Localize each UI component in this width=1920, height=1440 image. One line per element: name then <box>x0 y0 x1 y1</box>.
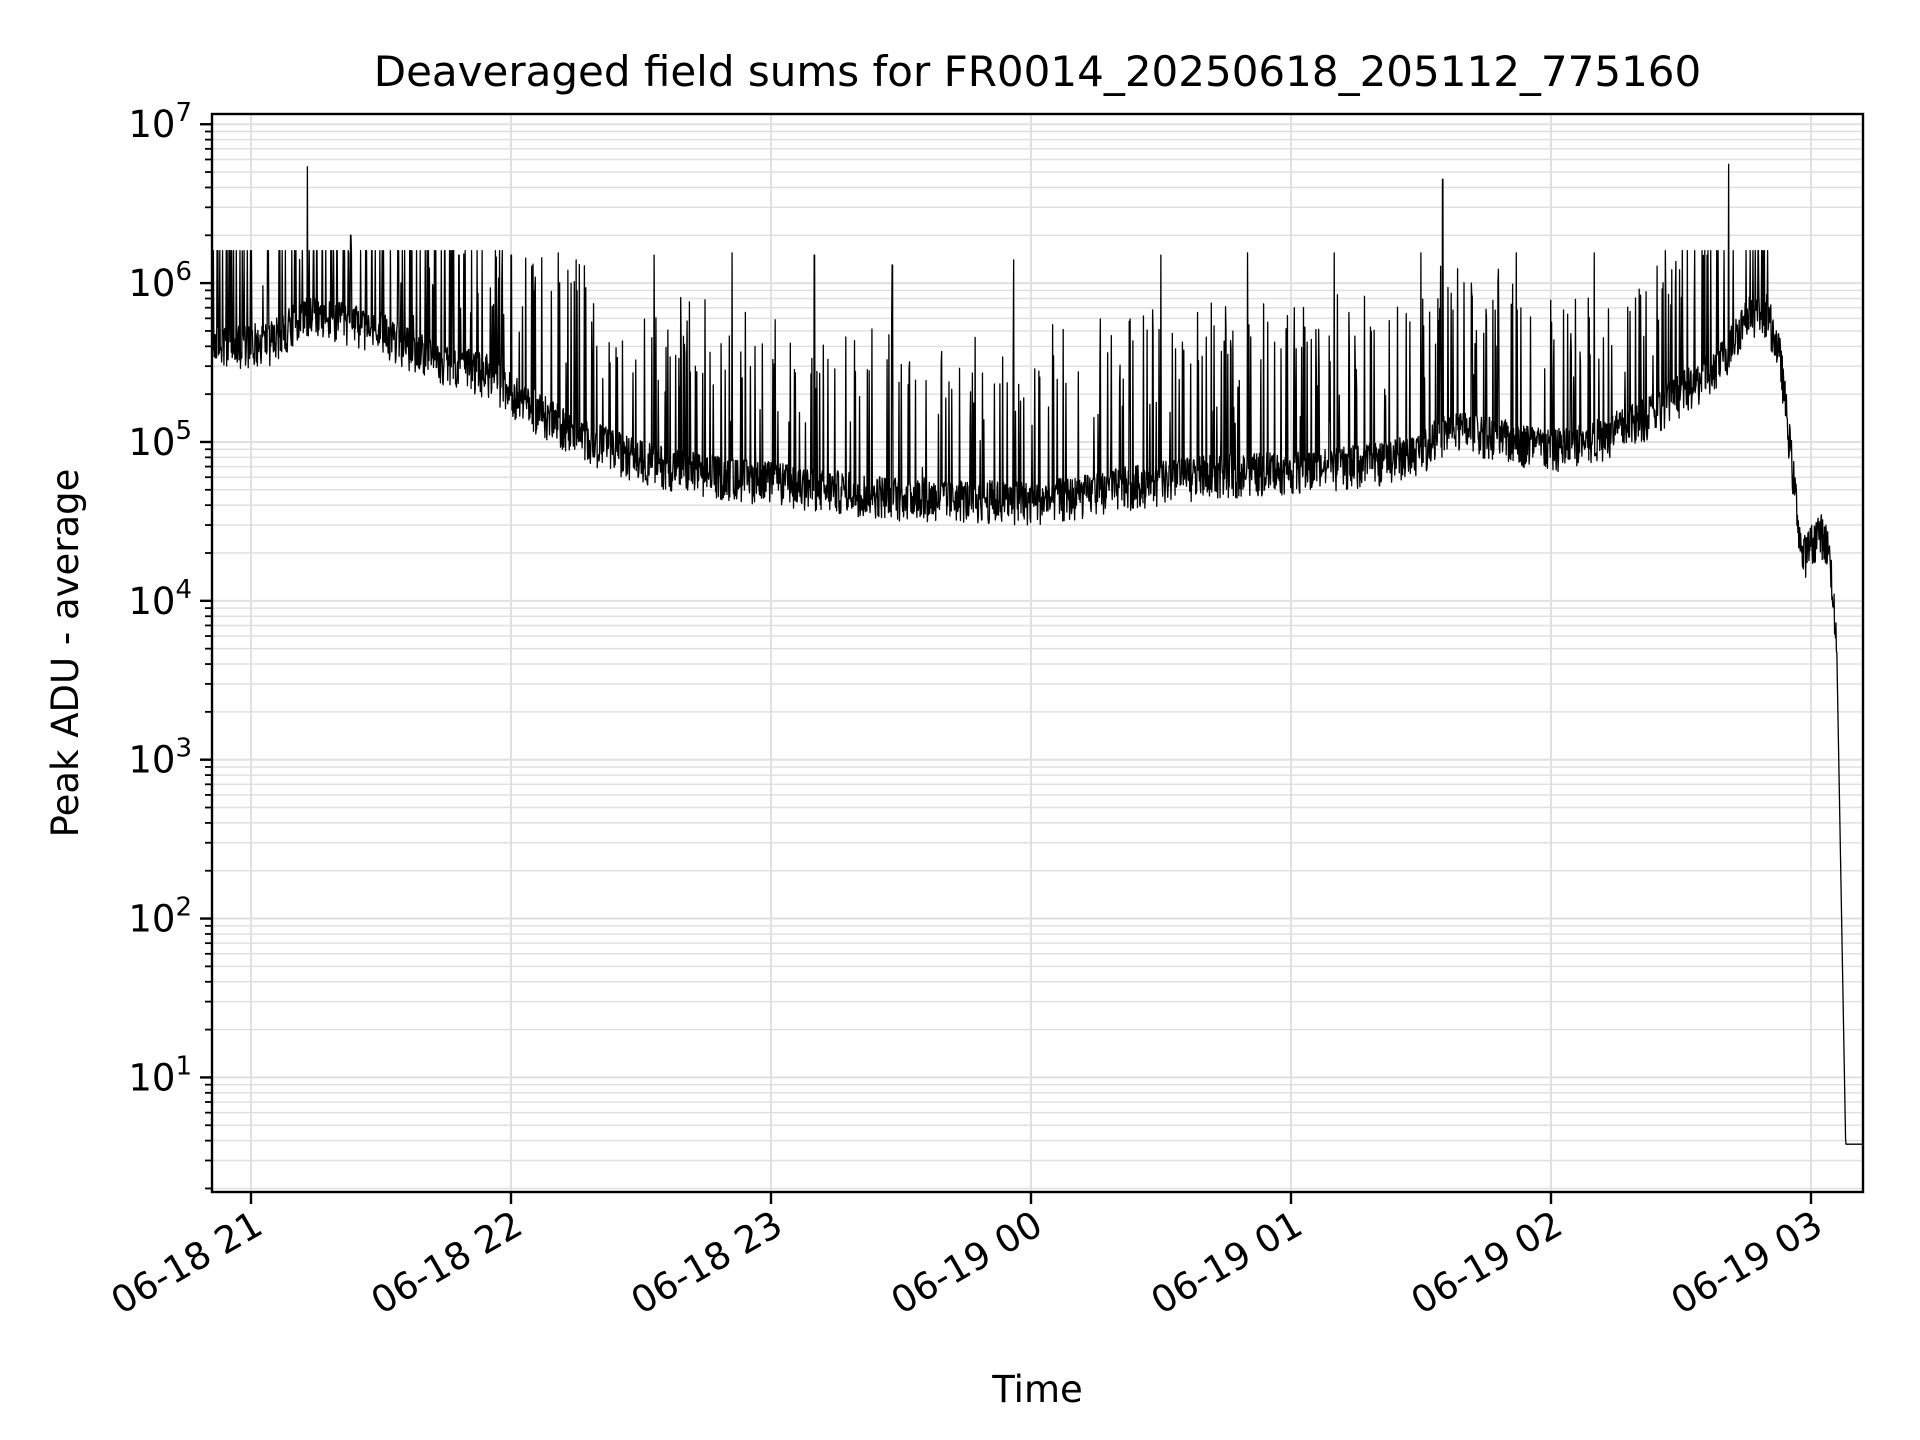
y-tick-label: 106 <box>128 257 192 305</box>
y-tick-base: 10 <box>128 739 175 782</box>
x-axis-label: Time <box>991 1368 1083 1411</box>
data-line <box>211 163 1864 1145</box>
y-tick-base: 10 <box>128 262 175 305</box>
y-tick-label: 101 <box>128 1051 192 1099</box>
y-tick-base: 10 <box>128 1056 175 1099</box>
y-tick-label: 104 <box>128 575 192 623</box>
y-tick-label: 103 <box>128 734 192 782</box>
y-tick-exponent: 4 <box>175 575 192 605</box>
y-tick-base: 10 <box>128 103 175 146</box>
y-tick-exponent: 3 <box>175 734 192 764</box>
y-tick-exponent: 5 <box>175 416 192 446</box>
chart-title: Deaveraged field sums for FR0014_2025061… <box>374 47 1702 96</box>
y-axis-label: Peak ADU - average <box>44 469 87 838</box>
y-tick-base: 10 <box>128 580 175 623</box>
grid-lines <box>212 114 1863 1192</box>
y-tick-label: 102 <box>128 893 192 941</box>
y-tick-base: 10 <box>128 898 175 941</box>
plot-area <box>211 163 1864 1145</box>
y-tick-exponent: 2 <box>175 893 192 923</box>
y-tick-exponent: 1 <box>175 1051 192 1081</box>
y-tick-exponent: 6 <box>175 257 192 287</box>
y-tick-label: 105 <box>128 416 192 464</box>
plot-frame <box>210 112 1865 1194</box>
y-tick-label: 107 <box>128 98 192 146</box>
y-tick-base: 10 <box>128 421 175 464</box>
y-tick-exponent: 7 <box>175 98 192 128</box>
